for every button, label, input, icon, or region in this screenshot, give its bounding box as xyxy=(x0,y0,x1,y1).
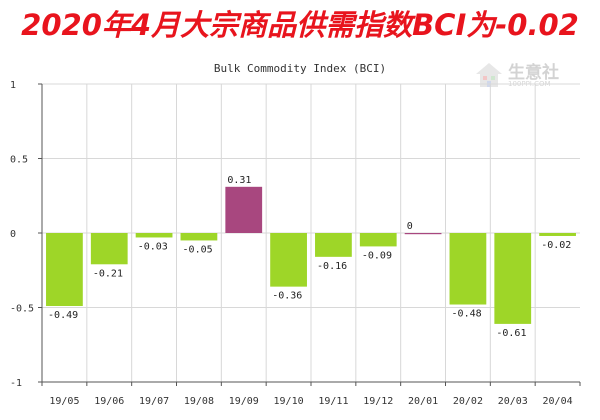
x-tick-label: 20/01 xyxy=(408,396,438,407)
bar xyxy=(404,233,442,235)
data-label: -0.02 xyxy=(541,240,571,251)
x-tick-label: 20/04 xyxy=(543,396,573,407)
data-label: -0.03 xyxy=(138,241,168,252)
data-label: -0.16 xyxy=(317,261,347,272)
y-tick-label: -1 xyxy=(10,378,22,389)
bar xyxy=(449,233,487,305)
x-tick-label: 19/06 xyxy=(94,396,124,407)
y-tick-label: 0.5 xyxy=(10,155,28,166)
bar xyxy=(359,233,397,247)
x-tick-label: 19/09 xyxy=(229,396,259,407)
bar xyxy=(90,233,128,265)
y-tick-label: -0.5 xyxy=(10,304,34,315)
data-label: -0.48 xyxy=(452,309,482,320)
data-label: -0.09 xyxy=(362,250,392,261)
bar xyxy=(539,233,576,236)
data-label: -0.61 xyxy=(496,328,526,339)
bar xyxy=(46,233,83,307)
data-label: 0.31 xyxy=(227,175,251,186)
x-tick-label: 19/11 xyxy=(318,396,348,407)
bar xyxy=(180,233,218,241)
data-label: -0.21 xyxy=(93,268,123,279)
labels: 1 0.5 0 -0.5 -1 19/05 19/06 19/07 19/08 19/09 19/1… xyxy=(10,80,573,407)
data-label: -0.49 xyxy=(48,310,78,321)
bar xyxy=(494,233,532,324)
bar xyxy=(225,186,263,233)
x-tick-label: 19/05 xyxy=(49,396,79,407)
bars xyxy=(46,186,576,324)
x-tick-label: 20/02 xyxy=(453,396,483,407)
headline: 2020年4月大宗商品供需指数BCI为-0.02 xyxy=(21,8,579,42)
data-label: -0.36 xyxy=(272,291,302,302)
bar xyxy=(135,233,173,238)
bar xyxy=(270,233,307,287)
y-tick-label: 1 xyxy=(10,80,16,91)
bar xyxy=(315,233,352,257)
x-tick-label: 19/07 xyxy=(139,396,169,407)
grid-lines xyxy=(42,83,580,383)
chart-title: Bulk Commodity Index (BCI) xyxy=(214,62,386,75)
watermark-brand: 生意社 xyxy=(508,63,559,83)
x-tick-label: 19/08 xyxy=(184,396,214,407)
data-label: -0.05 xyxy=(183,244,213,255)
axes xyxy=(38,83,581,386)
data-label: 0 xyxy=(407,221,413,232)
x-tick-label: 19/12 xyxy=(363,396,393,407)
y-tick-label: 0 xyxy=(10,229,16,240)
x-tick-label: 19/10 xyxy=(274,396,304,407)
bar-chart: Bulk Commodity Index (BCI) 1 0.5 0 -0.5 -1 19… xyxy=(10,62,581,407)
x-tick-label: 20/03 xyxy=(498,396,528,407)
